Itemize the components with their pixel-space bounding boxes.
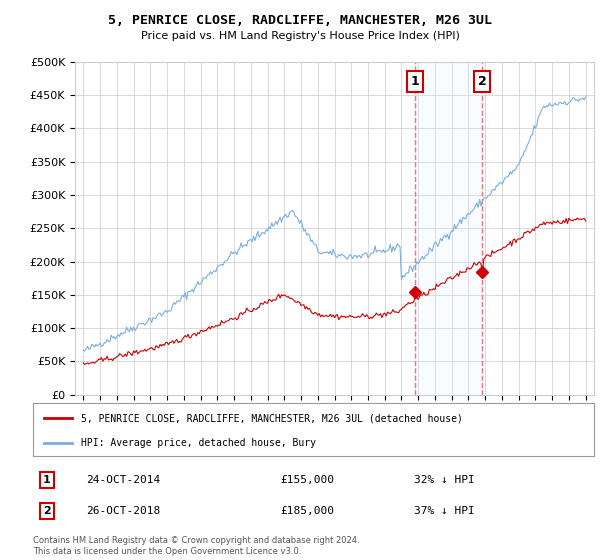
Text: 5, PENRICE CLOSE, RADCLIFFE, MANCHESTER, M26 3UL (detached house): 5, PENRICE CLOSE, RADCLIFFE, MANCHESTER,…	[80, 413, 463, 423]
Text: £185,000: £185,000	[280, 506, 334, 516]
Text: 1: 1	[411, 75, 420, 88]
Text: 1: 1	[43, 475, 51, 484]
Text: 2: 2	[478, 75, 487, 88]
Text: Price paid vs. HM Land Registry's House Price Index (HPI): Price paid vs. HM Land Registry's House …	[140, 31, 460, 41]
Text: 37% ↓ HPI: 37% ↓ HPI	[415, 506, 475, 516]
Text: 26-OCT-2018: 26-OCT-2018	[86, 506, 161, 516]
Text: 2: 2	[43, 506, 51, 516]
Bar	[415, 62, 482, 395]
Text: £155,000: £155,000	[280, 475, 334, 484]
Text: 24-OCT-2014: 24-OCT-2014	[86, 475, 161, 484]
Text: Contains HM Land Registry data © Crown copyright and database right 2024.
This d: Contains HM Land Registry data © Crown c…	[33, 536, 359, 556]
Text: 32% ↓ HPI: 32% ↓ HPI	[415, 475, 475, 484]
Text: HPI: Average price, detached house, Bury: HPI: Average price, detached house, Bury	[80, 438, 316, 448]
Text: 5, PENRICE CLOSE, RADCLIFFE, MANCHESTER, M26 3UL: 5, PENRICE CLOSE, RADCLIFFE, MANCHESTER,…	[108, 14, 492, 27]
